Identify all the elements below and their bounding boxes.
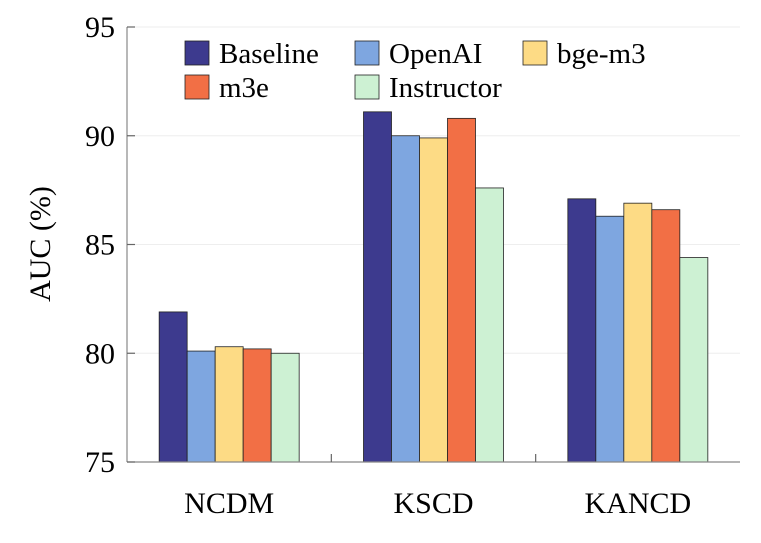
bar-layer [158,111,709,463]
legend-swatch-m3e [184,74,210,100]
bar-baseline-ncdm [158,311,188,463]
bar-m3e-kscd [447,117,476,463]
x-category-label: KANCD [584,487,691,520]
bar-m3e-kancd [651,209,681,463]
bar-baseline-kancd [567,198,597,463]
bar-openai-kancd [595,215,625,463]
bar-instructor-kscd [475,187,504,463]
bar-bge-m3-ncdm [214,346,244,463]
legend-swatch-baseline [184,40,210,66]
bar-instructor-ncdm [270,352,300,463]
legend-swatch-openai [354,40,380,66]
legend: Baseline OpenAI bge-m3 m3e Instructor [184,38,646,104]
legend-swatch-bge-m3 [522,40,548,66]
x-category-label: NCDM [184,487,274,520]
y-tick-label: 90 [85,120,115,153]
bar-instructor-kancd [679,257,709,463]
y-tick-label: 85 [85,229,115,262]
x-category-label: KSCD [393,487,473,520]
bar-baseline-kscd [363,111,392,463]
legend-label-bge-m3: bge-m3 [557,38,646,70]
y-axis-title: AUC (%) [24,186,57,302]
legend-label-m3e: m3e [219,72,269,104]
bar-bge-m3-kscd [419,137,448,463]
y-tick-label: 75 [85,446,115,479]
category-label-layer: NCDM KSCD KANCD [184,454,691,520]
y-tick-label: 95 [85,11,115,44]
legend-swatch-instructor [354,74,380,100]
y-tick-layer: 75 80 85 90 95 [85,11,135,479]
bar-bge-m3-kancd [623,202,653,463]
bar-openai-kscd [391,135,420,463]
legend-label-openai: OpenAI [389,38,482,70]
legend-label-baseline: Baseline [219,38,319,70]
y-tick-label: 80 [85,337,115,370]
bar-openai-ncdm [186,350,216,463]
bar-m3e-ncdm [242,348,272,463]
legend-label-instructor: Instructor [389,72,502,104]
